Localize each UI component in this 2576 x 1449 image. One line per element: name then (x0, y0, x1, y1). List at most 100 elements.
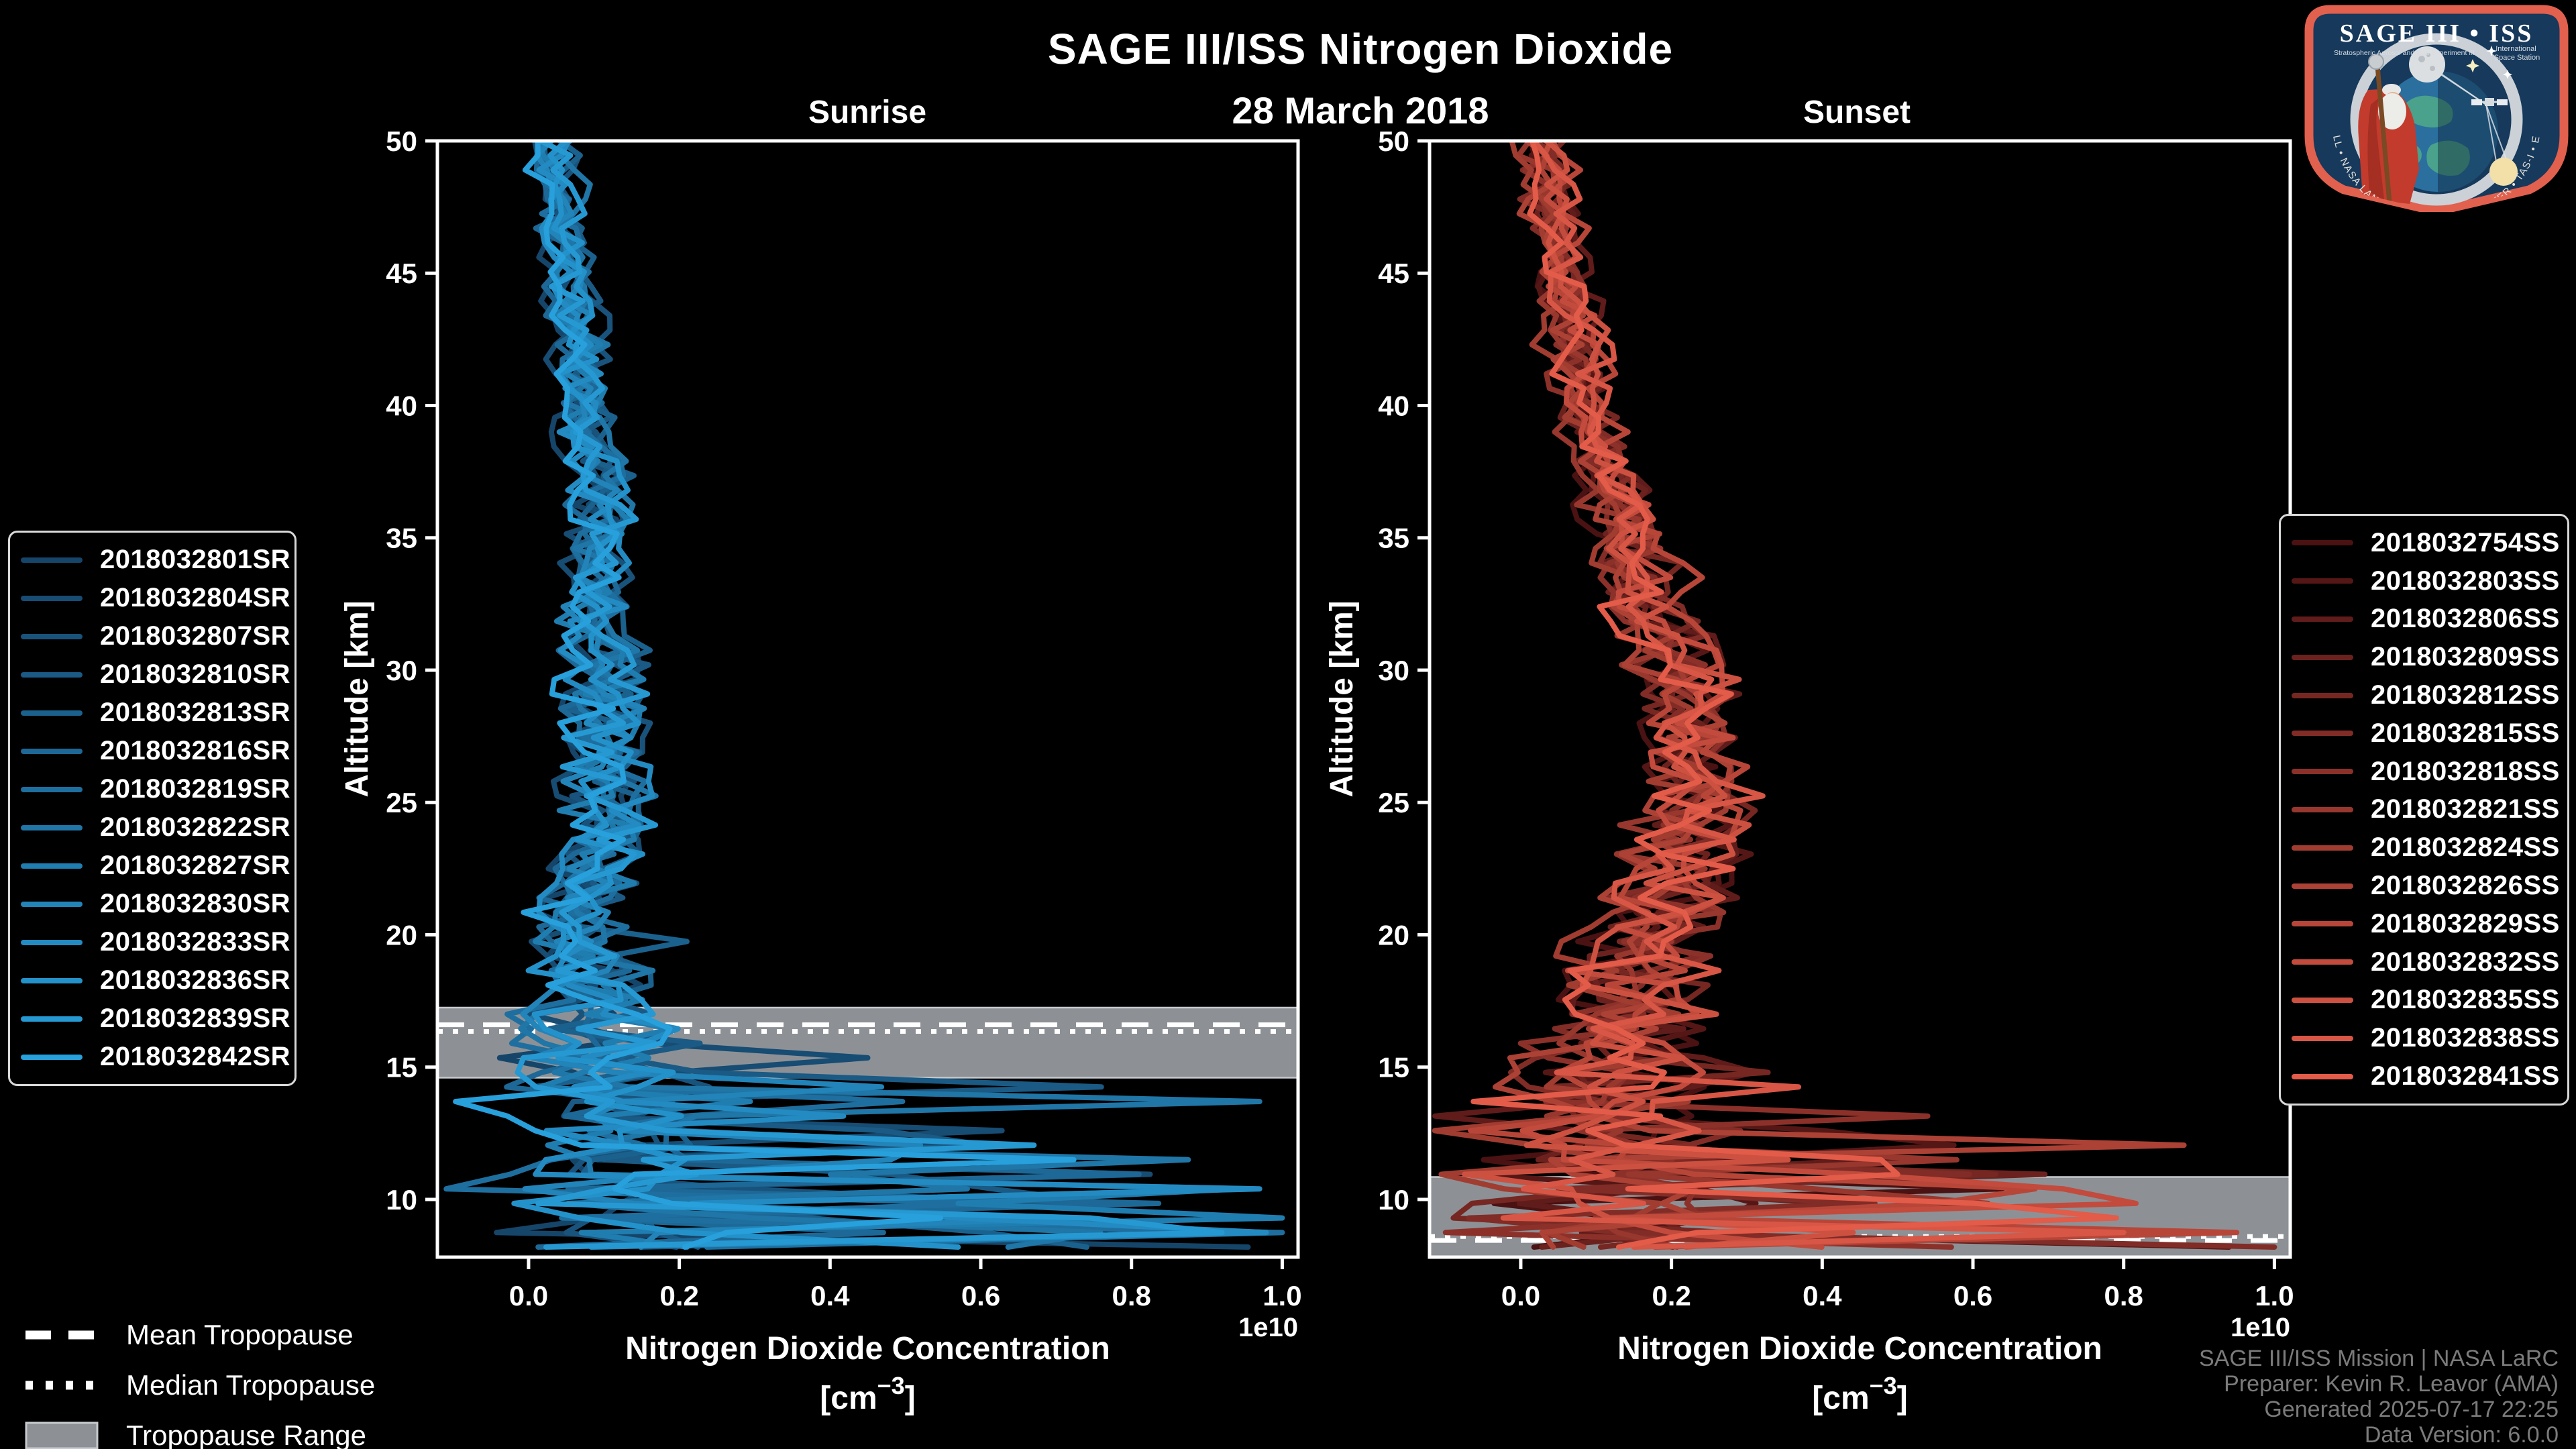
legend-label: 2018032835SS (2371, 985, 2560, 1015)
x-tick-label: 0.6 (1953, 1280, 1992, 1311)
legend-line-swatch (21, 939, 83, 945)
x-tick-label: 1.0 (2255, 1280, 2294, 1311)
legend-line-swatch (21, 748, 83, 754)
legend-line-swatch (2292, 921, 2353, 927)
sun (2489, 158, 2518, 186)
y-tick-label: 15 (1378, 1052, 1409, 1083)
x-tick-label: 0.6 (961, 1280, 1000, 1311)
legend-item-2018032818SS: 2018032818SS (2281, 757, 2567, 787)
legend-line-swatch (2292, 769, 2353, 775)
legend-label: 2018032821SS (2371, 794, 2560, 824)
y-tick-label: 25 (1378, 787, 1409, 818)
moon-crater (2426, 53, 2430, 57)
x-tick-label: 0.4 (810, 1280, 850, 1311)
legend-item-2018032824SS: 2018032824SS (2281, 833, 2567, 863)
star-icon (2466, 59, 2479, 72)
attribution-mission: SAGE III/ISS Mission | NASA LaRC (2198, 1346, 2559, 1371)
profile-line-2018032842SR (453, 141, 1077, 1250)
occultation-line (2485, 104, 2498, 166)
legend-label: 2018032803SS (2371, 566, 2560, 596)
y-tick-label: 15 (386, 1052, 417, 1083)
occultation-line (2485, 104, 2510, 167)
x-tick-label: 0.2 (1652, 1280, 1690, 1311)
legend-line-swatch (21, 710, 83, 716)
legend-line-swatch (2292, 997, 2353, 1003)
y-tick-label: 20 (1378, 919, 1409, 951)
legend-line-swatch (21, 672, 83, 678)
legend-item-2018032827SR: 2018032827SR (10, 851, 294, 881)
legend-label: 2018032816SR (100, 736, 291, 765)
profile-line-2018032801SR (494, 141, 1251, 1250)
legend-item-2018032815SS: 2018032815SS (2281, 718, 2567, 749)
legend-label: 2018032836SR (100, 965, 291, 995)
date-title: 28 March 2018 (1232, 89, 1489, 131)
continent (2426, 140, 2470, 176)
y-tick-label: 25 (386, 787, 417, 818)
legend-line-swatch (21, 1054, 83, 1060)
logo-subtitle-right: International Space Station (2494, 45, 2540, 62)
gray-band-swatch (25, 1421, 99, 1449)
y-tick-label: 50 (386, 125, 417, 157)
y-tick-label: 40 (386, 390, 417, 421)
legend-line-swatch (2292, 883, 2353, 889)
star-icon (2486, 46, 2497, 56)
profile-line-2018032838SS (1500, 141, 2127, 1250)
sage-iii-iss-logo: SAGE III • ISS Stratospheric Aerosol and… (2304, 5, 2569, 212)
legend-line-swatch (21, 786, 83, 792)
dashed-line-swatch (25, 1330, 98, 1339)
sunrise-legend: 2018032801SR 2018032804SR 2018032807SR 2018… (8, 531, 297, 1086)
legend-item-2018032822SR: 2018032822SR (10, 812, 294, 843)
legend-item-2018032803SS: 2018032803SS (2281, 566, 2567, 596)
legend-item-2018032841SS: 2018032841SS (2281, 1061, 2567, 1091)
legend-item-2018032813SR: 2018032813SR (10, 698, 294, 728)
sunset-legend: 2018032754SS 2018032803SS 2018032806SS 2018… (2279, 514, 2569, 1106)
sunrise-panel: 0.0 0.2 0.4 0.6 0.8 1.0 10 15 20 25 30 35 40 45 50 1e10… (339, 125, 1302, 1416)
legend-line-swatch (21, 901, 83, 907)
legend-label: 2018032832SS (2371, 947, 2560, 977)
y-tick-label: 30 (386, 655, 417, 686)
legend-line-swatch (2292, 806, 2353, 812)
legend-line-swatch (2292, 731, 2353, 737)
y-tick-label: 50 (1378, 125, 1409, 157)
legend-label: 2018032839SR (100, 1004, 291, 1033)
tropopause-range-label: Tropopause Range (126, 1419, 367, 1449)
legend-line-swatch (21, 1016, 83, 1022)
legend-line-swatch (21, 977, 83, 983)
legend-item-2018032839SR: 2018032839SR (10, 1004, 294, 1034)
legend-item-2018032830SR: 2018032830SR (10, 889, 294, 919)
legend-label: 2018032754SS (2371, 527, 2560, 557)
legend-line-swatch (2292, 578, 2353, 584)
legend-label: 2018032830SR (100, 889, 291, 918)
sunrise-panel-title: Sunrise (808, 95, 927, 130)
y-axis-label: Altitude [km] (1324, 600, 1360, 797)
x-tick-label: 0.4 (1803, 1280, 1842, 1311)
legend-label: 2018032824SS (2371, 833, 2560, 863)
legend-label: 2018032810SR (100, 659, 291, 689)
legend-item-2018032807SR: 2018032807SR (10, 621, 294, 651)
legend-item-2018032832SS: 2018032832SS (2281, 947, 2567, 977)
x-axis-offset-label: 1e10 (2231, 1313, 2290, 1342)
x-tick-label: 1.0 (1263, 1280, 1301, 1311)
page-title: SAGE III/ISS Nitrogen Dioxide (1047, 25, 1674, 73)
y-axis-label: Altitude [km] (339, 600, 375, 797)
profile-line-2018032841SS (1470, 141, 2119, 1250)
mean-tropopause-label: Mean Tropopause (126, 1318, 354, 1350)
legend-item-2018032835SS: 2018032835SS (2281, 985, 2567, 1015)
y-tick-label: 40 (1378, 390, 1409, 421)
legend-label: 2018032815SS (2371, 718, 2560, 748)
legend-label: 2018032813SR (100, 698, 291, 727)
x-tick-label: 0.0 (1501, 1280, 1540, 1311)
legend-label: 2018032806SS (2371, 604, 2560, 634)
legend-item-2018032754SS: 2018032754SS (2281, 528, 2567, 558)
logo-title: SAGE III • ISS (2340, 19, 2534, 48)
y-tick-label: 10 (386, 1184, 417, 1216)
sunrise-profiles (443, 141, 1285, 1250)
legend-item-2018032838SS: 2018032838SS (2281, 1023, 2567, 1053)
attribution-preparer: Preparer: Kevin R. Leavor (AMA) (2224, 1371, 2559, 1397)
x-axis-unit-label: [cm−3] (1812, 1372, 1907, 1416)
logo-subtitle-left: Stratospheric Aerosol and Gas Experiment… (2334, 49, 2475, 57)
legend-label: 2018032826SS (2371, 871, 2560, 901)
attribution: SAGE III/ISS Mission | NASA LaRC Prepare… (2199, 1346, 2559, 1448)
legend-item-2018032821SS: 2018032821SS (2281, 794, 2567, 824)
legend-item-2018032810SR: 2018032810SR (10, 659, 294, 690)
